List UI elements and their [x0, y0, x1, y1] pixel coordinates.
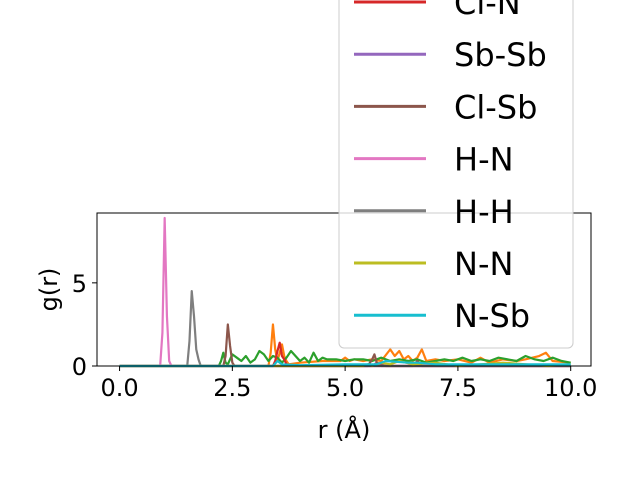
legend-label: N-N [454, 245, 513, 283]
legend-box [338, 0, 574, 349]
y-tick-label: 5 [72, 270, 87, 298]
legend: Cl-N Sb-Sb Cl-Sb H-N H-H N-N N-Sb [338, 0, 574, 349]
series-line-n-sb [119, 359, 571, 368]
x-axis-label: r (Å) [318, 415, 371, 444]
legend-label: H-N [454, 141, 514, 179]
legend-label: Cl-Sb [454, 88, 537, 126]
x-tick-label: 2.5 [213, 374, 251, 402]
x-tick-label: 0.0 [100, 374, 138, 402]
series-line-unlabeled-8 [119, 349, 571, 368]
legend-label: Cl-N [454, 0, 521, 22]
x-tick-label: 5.0 [326, 374, 364, 402]
legend-label: N-Sb [454, 297, 530, 335]
y-tick-label: 0 [72, 353, 87, 381]
axis-ticks: 0.0 2.5 5.0 7.5 10.0 0 5 [72, 270, 598, 402]
x-tick-label: 10.0 [544, 374, 597, 402]
legend-label: Sb-Sb [454, 36, 547, 74]
series-line-unlabeled-7 [119, 323, 571, 368]
x-tick-label: 7.5 [439, 374, 477, 402]
legend-label: H-H [454, 193, 514, 231]
y-axis-label: g(r) [35, 268, 63, 312]
